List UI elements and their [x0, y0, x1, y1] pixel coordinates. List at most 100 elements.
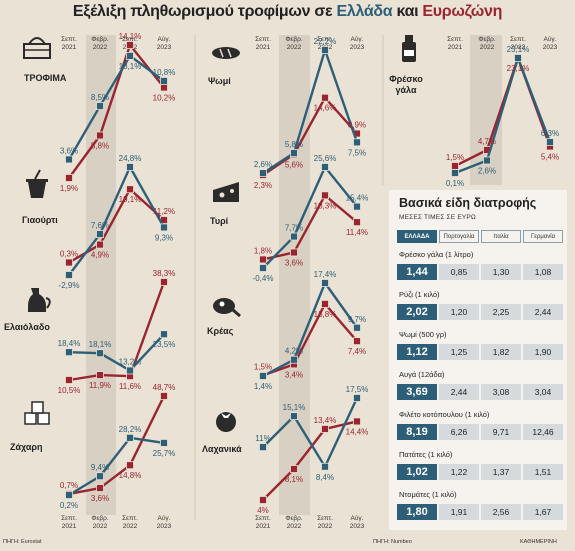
sugar-cubes-icon	[24, 401, 50, 425]
title-eurozone: Ευρωζώνη	[422, 3, 503, 20]
data-label-eurozone: 11,6%	[119, 382, 141, 391]
source-numbeo: ΠΗΓΗ: Numbeo	[373, 539, 412, 545]
data-point-greece	[126, 52, 134, 60]
period-label: 2023	[157, 44, 172, 51]
data-label-eurozone: 2,3%	[254, 181, 272, 190]
data-label-greece: 3,6%	[60, 146, 78, 155]
data-label-greece: 17,4%	[314, 270, 337, 279]
period-label: 2022	[123, 523, 138, 530]
panel-title-γιαούρτι: Γιαούρτι	[22, 215, 58, 225]
data-point-greece	[160, 439, 168, 447]
tomato-leaf	[221, 413, 231, 418]
series-line-greece	[454, 56, 552, 175]
data-label-eurozone: 14,1%	[119, 32, 142, 41]
data-label-eurozone: 4,7%	[478, 137, 496, 146]
data-point-greece	[483, 156, 491, 165]
period-label: 2021	[62, 523, 77, 530]
data-label-greece: 23,5%	[153, 340, 176, 349]
period-label: Σεπτ.	[61, 36, 77, 43]
period-label: 2023	[543, 44, 558, 51]
data-label-eurozone: 8,9%	[348, 121, 366, 130]
data-label-eurozone: 7,4%	[348, 347, 366, 356]
series-line-eurozone	[262, 96, 358, 176]
data-label-eurozone: 11,4%	[346, 228, 368, 237]
data-point-greece	[353, 394, 361, 402]
data-point-greece	[65, 155, 73, 164]
basket-body	[23, 43, 51, 59]
data-label-greece: 8,4%	[316, 473, 334, 482]
period-label: Φεβρ.	[478, 36, 496, 43]
cheese-wedge	[213, 182, 239, 202]
data-label-eurozone: 5,4%	[541, 153, 559, 162]
table-header-1: Πορτογαλία	[439, 230, 479, 243]
data-label-eurozone: 3,6%	[285, 258, 303, 267]
table-subtitle: ΜΕΣΕΣ ΤΙΜΕΣ ΣΕ ΕΥΡΩ	[399, 214, 476, 221]
data-label-greece: 18,4%	[58, 339, 81, 348]
data-point-greece	[451, 169, 459, 177]
period-label: 2023	[350, 523, 365, 530]
data-label-greece: 7,5%	[348, 148, 366, 157]
table-cell: 1,20	[439, 304, 479, 320]
data-label-eurozone: 3,6%	[91, 494, 109, 503]
data-label-eurozone: 48,7%	[153, 383, 176, 392]
table-cell: 3,08	[481, 384, 521, 400]
data-point-eurozone	[321, 93, 329, 102]
series-line-greece	[68, 436, 165, 497]
data-label-greece: 2,6%	[478, 167, 496, 176]
panel-title-ψωμί: Ψωμί	[208, 76, 231, 86]
data-label-eurozone: 23,1%	[507, 64, 530, 73]
data-point-greece	[96, 230, 104, 238]
table-cell: 1,51	[523, 464, 563, 480]
data-point-greece	[96, 102, 104, 110]
data-label-greece: 7,7%	[285, 224, 303, 233]
data-label-eurozone: 1,9%	[60, 184, 78, 193]
data-point-greece	[290, 412, 298, 421]
jug-handle	[45, 297, 51, 309]
data-label-greece: 25,7%	[153, 449, 176, 458]
data-label-eurozone: 13,8%	[314, 310, 337, 319]
table-cell: 12,46	[523, 424, 563, 440]
period-band	[86, 35, 116, 515]
period-band	[279, 35, 310, 515]
data-label-greece: 11%	[255, 434, 270, 443]
data-point-eurozone	[96, 371, 104, 379]
data-point-eurozone	[65, 174, 73, 182]
data-label-greece: 2,6%	[254, 160, 272, 169]
period-label: Σεπτ.	[317, 515, 333, 522]
period-label: Φεβρ.	[285, 36, 303, 43]
data-label-greece: 1,4%	[254, 382, 272, 391]
data-point-eurozone	[451, 162, 459, 170]
data-label-greece: 10,8%	[153, 68, 176, 77]
period-label: 2022	[511, 44, 526, 51]
period-label: 2022	[480, 44, 495, 51]
data-point-greece	[160, 223, 168, 232]
data-label-greece: 15,1%	[283, 403, 306, 412]
yogurt-lid	[26, 179, 48, 182]
data-point-greece	[290, 149, 298, 157]
title-prefix: Εξέλιξη πληθωρισμού τροφίμων σε	[72, 3, 337, 20]
data-label-greece: 9,7%	[348, 315, 366, 324]
data-label-eurozone: 38,3%	[153, 269, 176, 278]
period-label: Αύγ.	[351, 514, 364, 522]
data-point-eurozone	[126, 185, 134, 194]
data-point-greece	[321, 279, 329, 287]
data-label-eurozone: 14,8%	[119, 471, 142, 480]
source-eurostat: ΠΗΓΗ: Eurostat	[3, 539, 42, 545]
data-label-eurozone: 4,9%	[91, 251, 109, 260]
data-label-eurozone: 1,8%	[254, 246, 272, 255]
data-point-eurozone	[96, 484, 104, 492]
bread-cut	[219, 48, 224, 58]
table-cell: 1,30	[481, 264, 521, 280]
table-header-2: Ιταλία	[481, 230, 521, 243]
data-point-greece	[96, 472, 104, 481]
tomato-body	[216, 412, 236, 432]
table-cell: 0,85	[439, 264, 479, 280]
period-label: Σεπτ.	[510, 36, 526, 43]
data-label-eurozone: 13,4%	[314, 416, 337, 425]
table-header-0: ΕΛΛΑΔΑ	[397, 230, 437, 243]
table-cell-greece: 1,44	[397, 264, 437, 280]
data-point-greece	[353, 138, 361, 147]
source-credit: ΚΑΘΗΜΕΡΙΝΗ	[520, 539, 557, 545]
data-point-greece	[546, 138, 554, 146]
series-line-greece	[67, 54, 165, 161]
